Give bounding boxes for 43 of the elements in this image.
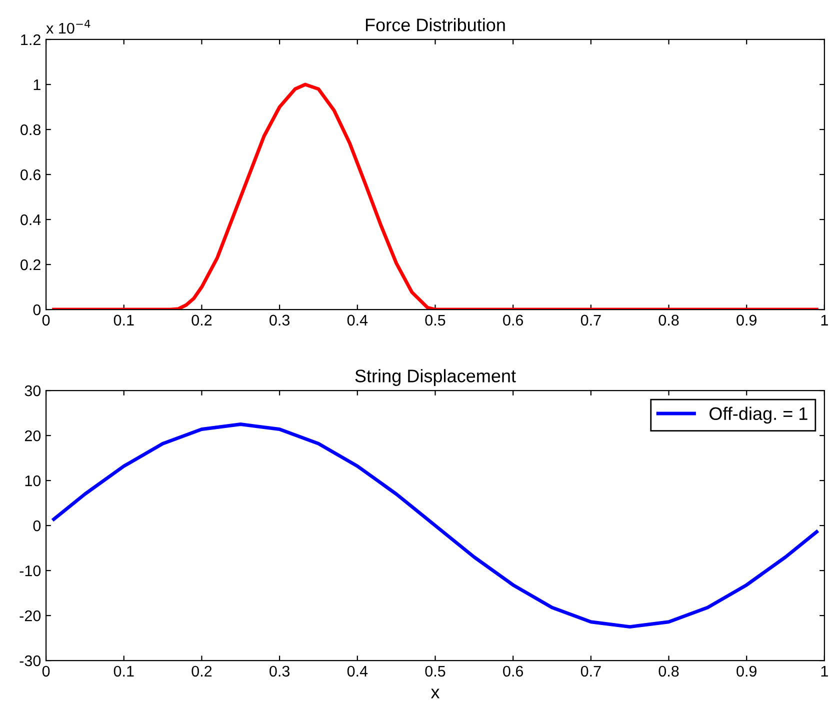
x-tick-label: 0 — [42, 666, 50, 677]
line-series — [52, 422, 818, 629]
y-tick-label: -30 — [20, 655, 41, 666]
chart-title: String Displacement — [355, 369, 516, 386]
y-tick-label: 0.4 — [20, 214, 41, 226]
x-tick-label: 1 — [821, 666, 828, 676]
y-tick-label: -10 — [20, 565, 41, 576]
x-tick-label: 0.2 — [192, 666, 212, 677]
x-tick-label: 1 — [821, 314, 828, 326]
x-axis-title: x — [430, 688, 440, 698]
x-tick-label: 0.7 — [580, 666, 601, 677]
x-tick-label: 0.2 — [192, 314, 212, 326]
y-tick-label: 1 — [34, 80, 40, 90]
y-tick-label: 10 — [25, 475, 41, 486]
y-tick-label: 1.2 — [21, 34, 40, 46]
y-tick-label: 30 — [24, 385, 41, 396]
x-tick-label: 0.5 — [425, 314, 446, 326]
x-tick-label: 0.1 — [114, 666, 134, 677]
x-tick-label: 0.7 — [580, 314, 601, 326]
y-tick-label: 0 — [33, 304, 41, 316]
x-tick-label: 0.6 — [503, 314, 524, 326]
y-tick-label: 0.2 — [20, 259, 40, 270]
y-tick-label: 0.6 — [20, 169, 41, 180]
y-tick-label: 20 — [24, 430, 41, 442]
x-tick-label: 0 — [42, 314, 50, 326]
x-tick-label: 0.9 — [736, 314, 756, 326]
y-tick-label: 0 — [33, 520, 41, 532]
y-tick-label: -20 — [20, 610, 41, 622]
x-tick-label: 0.8 — [658, 666, 679, 677]
x-tick-label: 0.5 — [425, 666, 446, 677]
x-tick-label: 0.4 — [347, 314, 368, 326]
legend-label: Off-diag. = 1 — [710, 406, 808, 424]
chart-title: Force Distribution — [366, 18, 505, 32]
x-tick-label: 0.6 — [503, 666, 524, 677]
x-tick-label: 0.3 — [270, 314, 290, 326]
x-tick-label: 0.8 — [658, 314, 679, 326]
line-series — [52, 82, 818, 310]
x-tick-label: 0.1 — [114, 314, 134, 326]
text: x 10$^{−4}$ — [46, 20, 90, 34]
y-tick-label: 0.8 — [20, 124, 41, 136]
x-tick-label: 0.3 — [270, 666, 290, 677]
x-tick-label: 0.4 — [347, 666, 368, 677]
x-tick-label: 0.9 — [736, 666, 756, 677]
